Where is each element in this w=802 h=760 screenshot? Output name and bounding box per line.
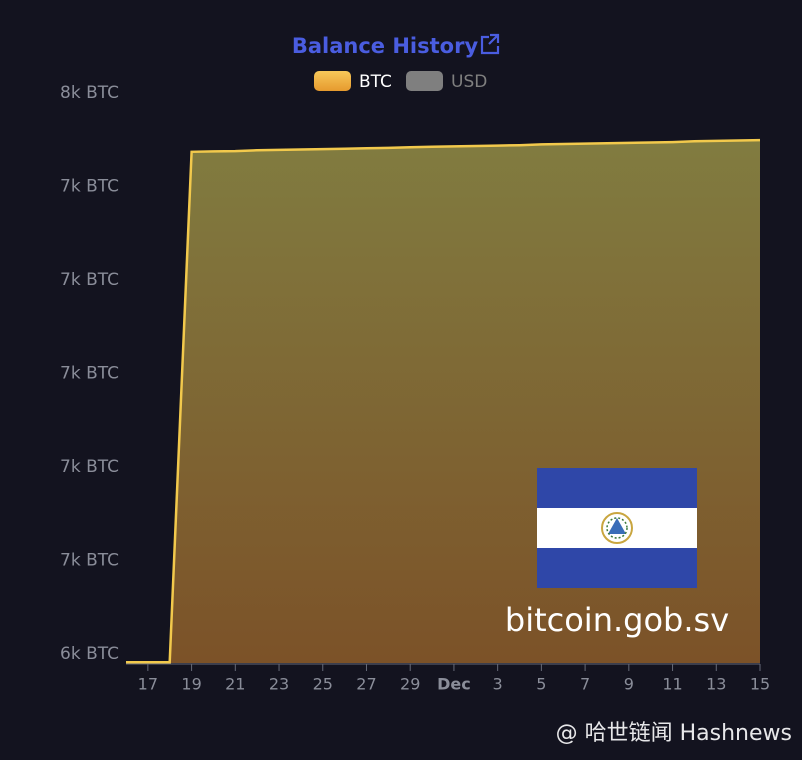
y-tick-label: 8k BTC bbox=[60, 83, 119, 103]
x-tick-label: 23 bbox=[269, 675, 289, 694]
legend-swatch[interactable] bbox=[406, 71, 443, 91]
x-tick-label: 11 bbox=[662, 675, 682, 694]
x-tick-label: 7 bbox=[580, 675, 590, 694]
x-tick-label: 29 bbox=[400, 675, 420, 694]
x-tick-label: 15 bbox=[750, 675, 770, 694]
legend-label[interactable]: USD bbox=[451, 72, 487, 92]
x-tick-label: 25 bbox=[313, 675, 333, 694]
line bbox=[126, 138, 761, 664]
x-tick-label: 13 bbox=[706, 675, 726, 694]
x-tick-label: 19 bbox=[181, 675, 201, 694]
flag bbox=[537, 468, 697, 588]
y-tick-label: 6k BTC bbox=[60, 644, 119, 664]
x-tick-label: 9 bbox=[624, 675, 634, 694]
x-tick-label: 5 bbox=[536, 675, 546, 694]
y-tick-label: 7k BTC bbox=[60, 551, 119, 571]
x-tick-label: 3 bbox=[493, 675, 503, 694]
legend-swatch[interactable] bbox=[314, 71, 351, 91]
x-tick-label: Dec bbox=[437, 675, 471, 694]
x-tick-label: 21 bbox=[225, 675, 245, 694]
y-tick-label: 7k BTC bbox=[60, 364, 119, 384]
x-tick-label: 17 bbox=[138, 675, 158, 694]
watermark: @ 哈世链闻 Hashnews bbox=[556, 721, 792, 746]
legend-label[interactable]: BTC bbox=[359, 72, 392, 92]
y-tick-label: 7k BTC bbox=[60, 270, 119, 290]
x-tick-label: 27 bbox=[356, 675, 376, 694]
y-tick-label: 7k BTC bbox=[60, 457, 119, 477]
external-link-icon[interactable] bbox=[480, 33, 500, 55]
watermark: bitcoin.gob.sv bbox=[505, 601, 729, 639]
chart-title[interactable]: Balance History bbox=[292, 34, 479, 58]
y-tick-label: 7k BTC bbox=[60, 177, 119, 197]
